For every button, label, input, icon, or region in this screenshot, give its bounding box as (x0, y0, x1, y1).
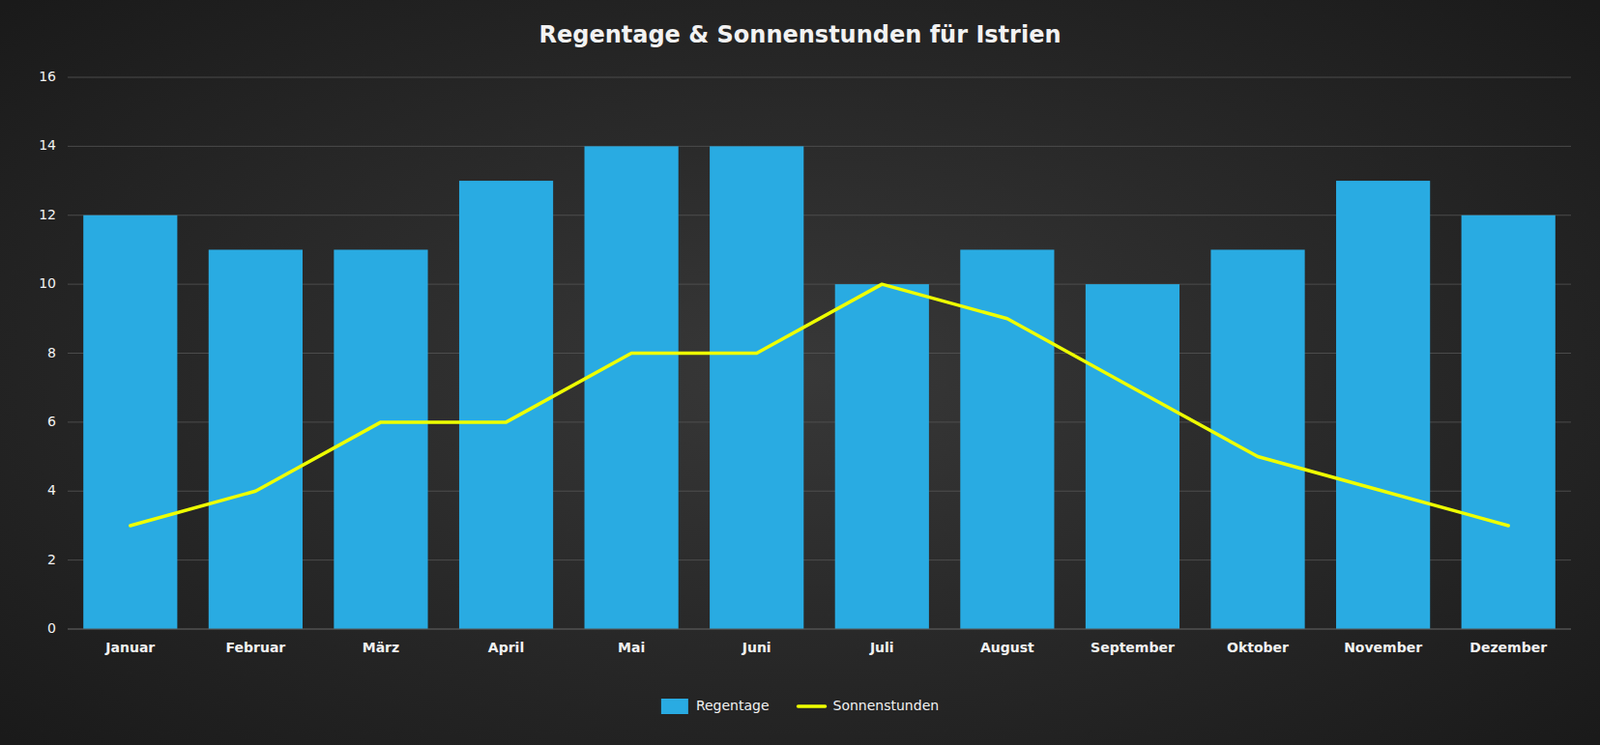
grid (67, 77, 1571, 630)
legend-label: Regentage (696, 698, 770, 714)
y-tick-label: 12 (38, 206, 57, 223)
x-tick-label: Juli (869, 640, 895, 656)
x-tick-label: April (488, 640, 524, 656)
grid-line (67, 145, 1571, 147)
line (130, 284, 1509, 526)
x-tick-label: Juni (741, 640, 772, 656)
bar (1461, 215, 1556, 630)
x-axis-line (67, 629, 1571, 631)
chart: Regentage & Sonnenstunden für Istrien 0 2 4… (0, 0, 1600, 745)
legend-label: Sonnenstunden (833, 698, 940, 714)
y-tick-label: 0 (47, 620, 57, 637)
legend: Regentage Sonnenstunden (661, 698, 939, 715)
title: Regentage & Sonnenstunden für Istrien (538, 21, 1061, 49)
bar (960, 249, 1054, 630)
x-tick-label: Dezember (1469, 640, 1547, 656)
x-tick-label: März (362, 640, 400, 656)
x-tick-label: Mai (617, 640, 645, 656)
legend-swatch (798, 704, 826, 709)
y-tick-label: 14 (38, 137, 57, 153)
legend-item: Sonnenstunden (798, 698, 940, 714)
bar (1336, 180, 1430, 630)
x-tick-label: Oktober (1226, 640, 1289, 656)
y-tick-label: 6 (47, 413, 57, 430)
legend-item: Regentage (661, 698, 770, 715)
bar (1085, 284, 1180, 630)
x-tick-label: Februar (226, 640, 287, 656)
y-tick-label: 16 (38, 68, 57, 85)
bar (208, 249, 303, 630)
y-tick-label: 8 (47, 345, 57, 361)
bar (835, 284, 930, 630)
x-tick-label: November (1343, 640, 1423, 656)
grid-line (67, 629, 1571, 631)
bar (709, 145, 804, 630)
grid-line (67, 77, 1571, 79)
x-tick-label: Januar (104, 640, 155, 656)
bar (83, 215, 177, 630)
y-tick-label: 2 (47, 552, 57, 568)
y-tick-label: 10 (38, 275, 57, 291)
plot-area (83, 145, 1556, 630)
bar (584, 145, 679, 630)
x-tick-label: August (980, 640, 1035, 656)
background (0, 0, 1600, 745)
x-tick-label: September (1090, 640, 1175, 656)
legend-swatch (661, 698, 689, 715)
y-tick-label: 4 (47, 482, 57, 498)
